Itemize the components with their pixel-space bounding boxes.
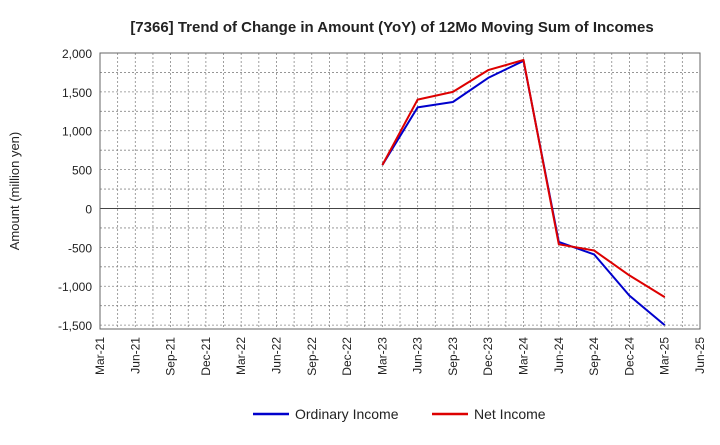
axis-ticks: 2,0001,5001,0005000-500-1,000-1,500Mar-2… [58,47,707,376]
x-tick-label: Mar-22 [234,337,248,375]
legend: Ordinary Income Net Income [253,406,546,422]
y-tick-label: -500 [68,241,92,255]
y-tick-label: -1,500 [58,319,92,333]
y-tick-label: -1,000 [58,280,92,294]
series-line-net-income [381,59,666,298]
legend-label-net-income: Net Income [474,406,546,422]
x-tick-label: Sep-21 [164,337,178,376]
x-tick-label: Jun-23 [411,337,425,374]
y-axis-label: Amount (million yen) [7,132,22,251]
x-tick-label: Mar-24 [517,337,531,375]
x-tick-label: Mar-23 [375,337,389,375]
grid-lines [99,52,701,330]
x-tick-label: Sep-23 [446,337,460,376]
y-tick-label: 1,500 [62,86,92,100]
chart-title: [7366] Trend of Change in Amount (YoY) o… [130,19,653,36]
x-tick-label: Sep-22 [305,337,319,376]
data-series [381,59,666,326]
x-tick-label: Dec-23 [481,337,495,376]
x-tick-label: Dec-24 [622,337,636,376]
x-tick-label: Dec-22 [340,337,354,376]
x-tick-label: Sep-24 [587,337,601,376]
y-tick-label: 500 [72,164,92,178]
x-tick-label: Jun-25 [693,337,707,374]
x-tick-label: Jun-22 [269,337,283,374]
x-tick-label: Mar-25 [658,337,672,375]
x-tick-label: Dec-21 [199,337,213,376]
legend-label-ordinary-income: Ordinary Income [295,406,399,422]
plot-frame [99,52,701,330]
x-tick-label: Mar-21 [93,337,107,375]
y-tick-label: 1,000 [62,125,92,139]
x-tick-label: Jun-24 [552,337,566,374]
x-tick-label: Jun-21 [128,337,142,374]
y-tick-label: 0 [85,202,92,216]
y-tick-label: 2,000 [62,47,92,61]
